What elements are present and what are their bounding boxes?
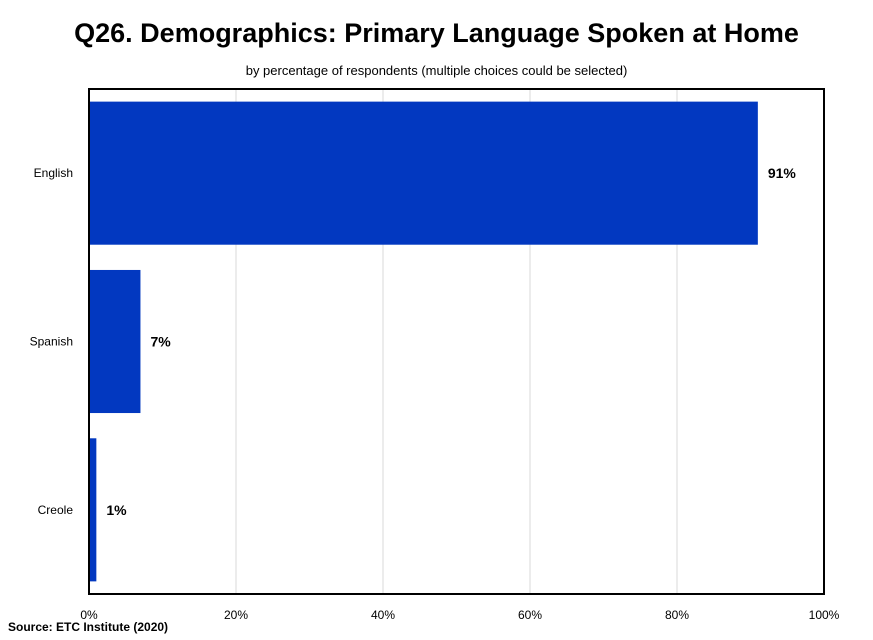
- x-tick-label: 100%: [809, 608, 840, 622]
- source-note: Source: ETC Institute (2020): [8, 620, 169, 634]
- bar-spanish: [89, 269, 141, 414]
- data-label: 91%: [768, 165, 797, 181]
- data-label: 7%: [150, 334, 171, 350]
- x-tick-label: 20%: [224, 608, 248, 622]
- x-tick-label: 40%: [371, 608, 395, 622]
- chart-title: Q26. Demographics: Primary Language Spok…: [74, 18, 799, 48]
- data-label: 1%: [106, 502, 127, 518]
- category-label: Creole: [38, 503, 74, 517]
- plot-frame: [88, 88, 825, 595]
- category-label: English: [34, 166, 73, 180]
- bars: [89, 101, 758, 582]
- bar-creole: [89, 438, 97, 582]
- chart-subtitle: by percentage of respondents (multiple c…: [245, 63, 628, 78]
- category-label: Spanish: [30, 335, 73, 349]
- x-tick-label: 0%: [80, 608, 98, 622]
- bar-english: [89, 101, 758, 245]
- x-tick-label: 80%: [665, 608, 689, 622]
- x-tick-label: 60%: [518, 608, 542, 622]
- labels: 0% 20% 40% 60% 80% 100% English 91% Spanish 7% Cre…: [30, 165, 840, 622]
